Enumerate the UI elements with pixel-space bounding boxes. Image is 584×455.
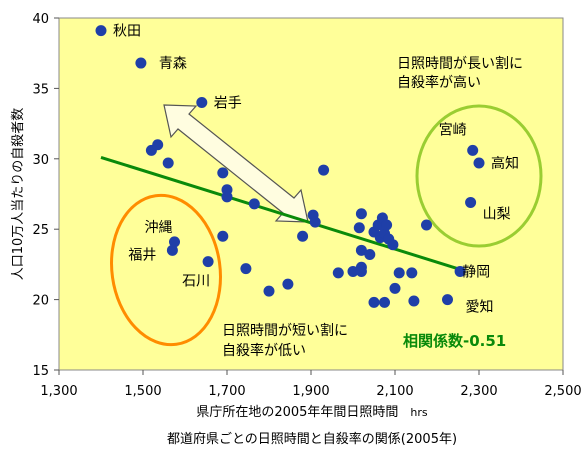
point-label-青森: 青森: [159, 56, 187, 72]
data-point: [240, 263, 252, 275]
y-axis: 15 20 25 30 35 40: [32, 12, 59, 379]
point-label-石川: 石川: [182, 274, 210, 290]
x-tick-label: 2,500: [544, 384, 581, 399]
x-tick-label: 1,300: [40, 384, 77, 399]
data-point-静岡: [454, 265, 466, 277]
data-points: [95, 25, 485, 308]
chart-caption: 都道府県ごとの日照時間と自殺率の関係(2005年): [167, 431, 457, 447]
x-tick-label: 2,300: [460, 384, 497, 399]
y-tick-label: 40: [32, 12, 49, 27]
y-axis-title: 人口10万人当たりの自殺者数: [11, 108, 26, 281]
data-point-高知: [473, 157, 485, 169]
data-point: [217, 230, 229, 242]
x-tick-label: 1,700: [208, 384, 245, 399]
data-point: [379, 296, 390, 308]
point-label-宮崎: 宮崎: [439, 122, 467, 138]
plot-area: [58, 17, 564, 371]
y-tick-label: 20: [32, 294, 49, 309]
x-tick-label: 2,100: [376, 384, 413, 399]
data-point-沖縄: [169, 236, 180, 248]
x-tick-label: 1,500: [124, 384, 161, 399]
x-axis-unit: hrs: [410, 406, 427, 419]
point-label-愛知: 愛知: [466, 299, 494, 316]
data-point: [387, 239, 399, 251]
data-point-山梨: [465, 196, 477, 208]
data-point-青森: [135, 57, 147, 69]
data-point: [309, 216, 321, 228]
data-point: [355, 265, 367, 277]
data-point: [297, 230, 309, 242]
short-sun-annotation-line2: 自殺率が低い: [222, 342, 306, 359]
data-point-愛知: [442, 294, 453, 306]
y-tick-label: 30: [32, 153, 49, 168]
data-point: [221, 184, 233, 196]
data-point: [347, 265, 359, 277]
data-point: [248, 198, 260, 210]
short-sun-ellipse: [110, 193, 222, 347]
trend-line: [100, 155, 463, 272]
y-tick-label: 15: [32, 364, 49, 379]
data-point: [389, 282, 401, 294]
data-point-秋田: [95, 25, 107, 37]
data-point: [318, 164, 330, 176]
long-sun-ellipse: [415, 104, 543, 248]
data-point: [421, 219, 432, 231]
point-label-沖縄: 沖縄: [145, 220, 173, 236]
data-point: [355, 208, 367, 220]
long-sun-annotation-line2: 自殺率が高い: [397, 74, 481, 91]
data-point: [282, 278, 294, 290]
x-axis: 1,300 1,500 1,700 1,900 2,100 2,300 2,500: [40, 370, 582, 399]
long-sun-annotation-line1: 日照時間が長い割に: [397, 55, 523, 72]
data-point-石川: [202, 256, 214, 268]
y-tick-label: 25: [32, 223, 49, 238]
x-axis-title: 県庁所在地の2005年年間日照時間 hrs: [196, 405, 428, 420]
data-point-岩手: [196, 96, 208, 108]
point-label-山梨: 山梨: [483, 206, 511, 222]
data-point: [381, 219, 393, 231]
short-sun-annotation-line1: 日照時間が短い割に: [222, 322, 348, 339]
data-point-宮崎: [467, 144, 479, 156]
data-point: [152, 139, 164, 151]
point-label-岩手: 岩手: [214, 95, 242, 111]
data-point: [364, 249, 376, 261]
data-point: [217, 167, 229, 179]
point-label-福井: 福井: [128, 247, 156, 263]
data-point: [263, 285, 275, 297]
data-point: [162, 157, 174, 169]
data-point: [393, 267, 405, 279]
point-label-秋田: 秋田: [113, 24, 141, 40]
data-point: [368, 296, 380, 308]
data-point-福井: [166, 244, 178, 256]
data-point: [355, 244, 367, 256]
point-label-静岡: 静岡: [462, 264, 490, 280]
data-point: [332, 267, 344, 279]
x-tick-label: 1,900: [292, 384, 329, 399]
x-axis-title-text: 県庁所在地の2005年年間日照時間: [196, 405, 398, 420]
point-label-高知: 高知: [491, 155, 519, 172]
highlight-ellipses: [110, 104, 543, 347]
data-point: [353, 222, 365, 234]
data-point: [408, 295, 420, 307]
y-tick-label: 35: [32, 82, 49, 97]
data-point: [406, 267, 418, 279]
correlation-label: 相関係数-0.51: [403, 332, 506, 350]
